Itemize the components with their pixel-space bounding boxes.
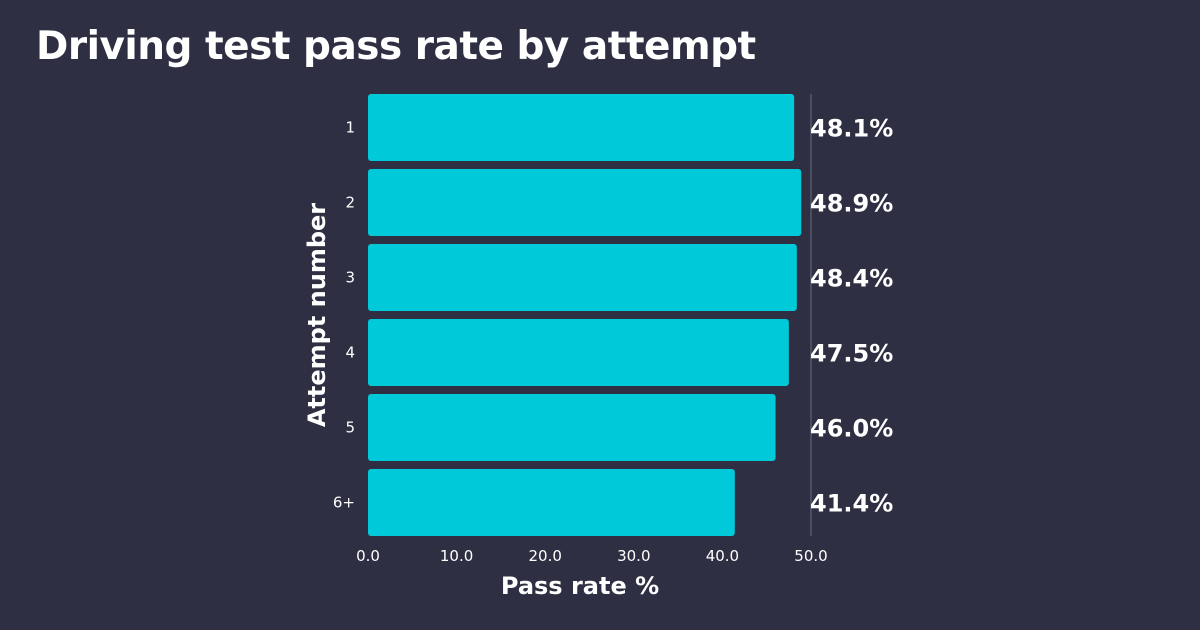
bar-4 [368,319,789,386]
chart-title: Driving test pass rate by attempt [36,24,756,69]
data-label: 48.4% [810,265,893,293]
data-label: 41.4% [810,490,893,518]
bar-6 [368,469,735,536]
bar-3 [368,244,797,311]
x-tick-label: 0.0 [356,547,380,565]
y-axis-title: Attempt number [303,203,331,427]
y-tick-label: 3 [345,269,355,287]
y-tick-label: 1 [345,119,355,137]
y-tick-label: 4 [345,344,355,362]
y-tick-label: 5 [345,419,355,437]
x-tick-label: 30.0 [617,547,650,565]
bar-1 [368,94,795,161]
x-tick-label: 50.0 [794,547,827,565]
data-label: 48.9% [810,190,893,218]
plot-area: 1 48.1% 2 48.9% 3 48.4% 4 47.5% 5 46.0% 6+ 41.4% 0.0… [333,94,893,565]
data-label: 48.1% [810,115,893,143]
bar-2 [368,169,802,236]
x-tick-label: 10.0 [440,547,473,565]
data-label: 46.0% [810,415,893,443]
x-axis-title: Pass rate % [501,572,659,600]
x-tick-label: 40.0 [706,547,739,565]
y-tick-label: 2 [345,194,355,212]
data-label: 47.5% [810,340,893,368]
y-tick-label: 6+ [333,494,355,512]
x-tick-label: 20.0 [528,547,561,565]
bar-5 [368,394,776,461]
